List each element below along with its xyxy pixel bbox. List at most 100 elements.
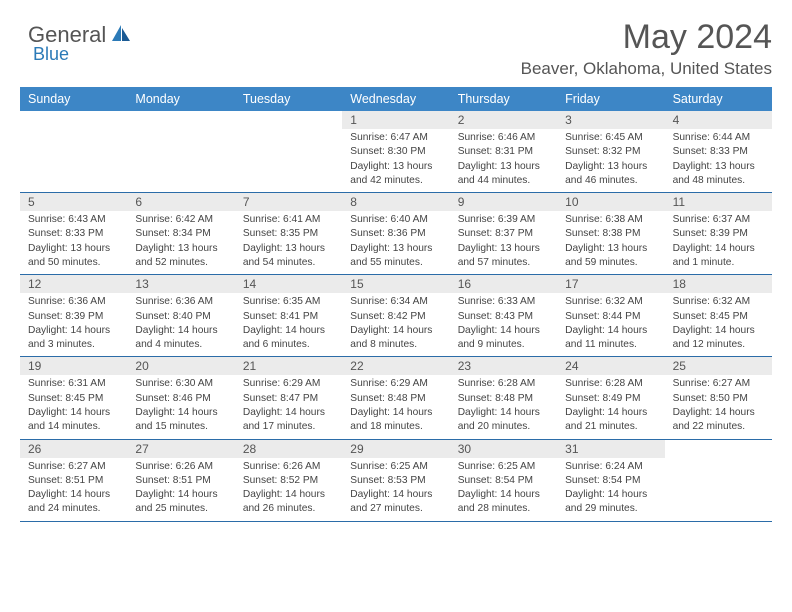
day-number: 15	[342, 275, 449, 293]
day-info: Sunrise: 6:39 AMSunset: 8:37 PMDaylight:…	[450, 213, 557, 270]
week-row: 5Sunrise: 6:43 AMSunset: 8:33 PMDaylight…	[20, 193, 772, 275]
day-number: 19	[20, 357, 127, 375]
day-cell: 9 Sunrise: 6:39 AMSunset: 8:37 PMDaylight…	[450, 193, 557, 274]
day-info: Sunrise: 6:34 AMSunset: 8:42 PMDaylight:…	[342, 295, 449, 352]
weekday-header-row: SundayMondayTuesdayWednesdayThursdayFrid…	[20, 87, 772, 111]
day-number: 9	[450, 193, 557, 211]
day-info: Sunrise: 6:42 AMSunset: 8:34 PMDaylight:…	[127, 213, 234, 270]
day-info: Sunrise: 6:27 AMSunset: 8:50 PMDaylight:…	[665, 377, 772, 434]
day-cell: 31Sunrise: 6:24 AMSunset: 8:54 PMDayligh…	[557, 440, 664, 521]
day-info: Sunrise: 6:32 AMSunset: 8:44 PMDaylight:…	[557, 295, 664, 352]
day-number: 23	[450, 357, 557, 375]
week-row: 19 Sunrise: 6:31 AMSunset: 8:45 PMDayligh…	[20, 357, 772, 439]
day-info: Sunrise: 6:26 AMSunset: 8:51 PMDaylight:…	[127, 460, 234, 517]
day-info: Sunrise: 6:44 AMSunset: 8:33 PMDaylight:…	[665, 131, 772, 188]
weekday-header-cell: Thursday	[450, 87, 557, 111]
day-info: Sunrise: 6:26 AMSunset: 8:52 PMDaylight:…	[235, 460, 342, 517]
day-cell: 24 Sunrise: 6:28 AMSunset: 8:49 PMDayligh…	[557, 357, 664, 438]
day-number: 24	[557, 357, 664, 375]
day-number: 21	[235, 357, 342, 375]
day-cell: 13 Sunrise: 6:36 AMSunset: 8:40 PMDayligh…	[127, 275, 234, 356]
day-number: 30	[450, 440, 557, 458]
day-number: 4	[665, 111, 772, 129]
day-cell: 26Sunrise: 6:27 AMSunset: 8:51 PMDayligh…	[20, 440, 127, 521]
week-row: 12 Sunrise: 6:36 AMSunset: 8:39 PMDayligh…	[20, 275, 772, 357]
day-info: Sunrise: 6:27 AMSunset: 8:51 PMDaylight:…	[20, 460, 127, 517]
day-cell: 8 Sunrise: 6:40 AMSunset: 8:36 PMDaylight…	[342, 193, 449, 274]
day-cell: 23 Sunrise: 6:28 AMSunset: 8:48 PMDayligh…	[450, 357, 557, 438]
day-cell: 27 Sunrise: 6:26 AMSunset: 8:51 PMDayligh…	[127, 440, 234, 521]
day-number: 18	[665, 275, 772, 293]
brand-bottom: Blue	[33, 44, 69, 65]
weekday-header-cell: Friday	[557, 87, 664, 111]
day-number: 10	[557, 193, 664, 211]
day-number: 12	[20, 275, 127, 293]
day-cell: 22 Sunrise: 6:29 AMSunset: 8:48 PMDayligh…	[342, 357, 449, 438]
day-number: 22	[342, 357, 449, 375]
day-number: 29	[342, 440, 449, 458]
weekday-header-cell: Sunday	[20, 87, 127, 111]
day-number: 3	[557, 111, 664, 129]
day-cell: 5Sunrise: 6:43 AMSunset: 8:33 PMDaylight…	[20, 193, 127, 274]
day-info: Sunrise: 6:32 AMSunset: 8:45 PMDaylight:…	[665, 295, 772, 352]
day-info: Sunrise: 6:24 AMSunset: 8:54 PMDaylight:…	[557, 460, 664, 517]
day-number: 25	[665, 357, 772, 375]
page: General Blue May 2024 Beaver, Oklahoma, …	[0, 0, 792, 540]
day-info: Sunrise: 6:35 AMSunset: 8:41 PMDaylight:…	[235, 295, 342, 352]
day-cell: 4 Sunrise: 6:44 AMSunset: 8:33 PMDaylight…	[665, 111, 772, 192]
day-info: Sunrise: 6:28 AMSunset: 8:48 PMDaylight:…	[450, 377, 557, 434]
day-cell: 14 Sunrise: 6:35 AMSunset: 8:41 PMDayligh…	[235, 275, 342, 356]
day-cell: 10Sunrise: 6:38 AMSunset: 8:38 PMDayligh…	[557, 193, 664, 274]
day-cell: 17Sunrise: 6:32 AMSunset: 8:44 PMDayligh…	[557, 275, 664, 356]
day-info: Sunrise: 6:46 AMSunset: 8:31 PMDaylight:…	[450, 131, 557, 188]
day-info: Sunrise: 6:33 AMSunset: 8:43 PMDaylight:…	[450, 295, 557, 352]
day-cell: 19 Sunrise: 6:31 AMSunset: 8:45 PMDayligh…	[20, 357, 127, 438]
day-cell: ..	[127, 111, 234, 192]
day-number: 28	[235, 440, 342, 458]
day-number: 11	[665, 193, 772, 211]
day-cell: 6 Sunrise: 6:42 AMSunset: 8:34 PMDaylight…	[127, 193, 234, 274]
calendar-grid: SundayMondayTuesdayWednesdayThursdayFrid…	[20, 87, 772, 522]
day-info: Sunrise: 6:31 AMSunset: 8:45 PMDaylight:…	[20, 377, 127, 434]
day-number: 16	[450, 275, 557, 293]
day-info: Sunrise: 6:36 AMSunset: 8:39 PMDaylight:…	[20, 295, 127, 352]
day-info: Sunrise: 6:41 AMSunset: 8:35 PMDaylight:…	[235, 213, 342, 270]
day-info: Sunrise: 6:25 AMSunset: 8:53 PMDaylight:…	[342, 460, 449, 517]
day-cell: 7Sunrise: 6:41 AMSunset: 8:35 PMDaylight…	[235, 193, 342, 274]
day-info: Sunrise: 6:30 AMSunset: 8:46 PMDaylight:…	[127, 377, 234, 434]
day-info: Sunrise: 6:29 AMSunset: 8:48 PMDaylight:…	[342, 377, 449, 434]
weeks-container: ......1Sunrise: 6:47 AMSunset: 8:30 PMDa…	[20, 111, 772, 522]
day-number: 2	[450, 111, 557, 129]
day-info: Sunrise: 6:25 AMSunset: 8:54 PMDaylight:…	[450, 460, 557, 517]
day-number: 13	[127, 275, 234, 293]
day-cell: 18 Sunrise: 6:32 AMSunset: 8:45 PMDayligh…	[665, 275, 772, 356]
weekday-header-cell: Saturday	[665, 87, 772, 111]
day-info: Sunrise: 6:36 AMSunset: 8:40 PMDaylight:…	[127, 295, 234, 352]
title-block: May 2024 Beaver, Oklahoma, United States	[20, 18, 772, 79]
weekday-header-cell: Monday	[127, 87, 234, 111]
day-number: 27	[127, 440, 234, 458]
day-number: 6	[127, 193, 234, 211]
day-cell: ..	[20, 111, 127, 192]
weekday-header-cell: Wednesday	[342, 87, 449, 111]
day-info: Sunrise: 6:40 AMSunset: 8:36 PMDaylight:…	[342, 213, 449, 270]
day-cell: 29 Sunrise: 6:25 AMSunset: 8:53 PMDayligh…	[342, 440, 449, 521]
day-cell: 28 Sunrise: 6:26 AMSunset: 8:52 PMDayligh…	[235, 440, 342, 521]
location-text: Beaver, Oklahoma, United States	[20, 59, 772, 79]
day-cell: 16 Sunrise: 6:33 AMSunset: 8:43 PMDayligh…	[450, 275, 557, 356]
day-cell: 25 Sunrise: 6:27 AMSunset: 8:50 PMDayligh…	[665, 357, 772, 438]
day-cell: 3Sunrise: 6:45 AMSunset: 8:32 PMDaylight…	[557, 111, 664, 192]
day-cell: 30 Sunrise: 6:25 AMSunset: 8:54 PMDayligh…	[450, 440, 557, 521]
day-number: 8	[342, 193, 449, 211]
day-cell: 11Sunrise: 6:37 AMSunset: 8:39 PMDayligh…	[665, 193, 772, 274]
day-cell: ..	[665, 440, 772, 521]
day-cell: 1 Sunrise: 6:47 AMSunset: 8:30 PMDaylight…	[342, 111, 449, 192]
day-number: 14	[235, 275, 342, 293]
day-cell: ..	[235, 111, 342, 192]
day-number: 1	[342, 111, 449, 129]
day-cell: 20Sunrise: 6:30 AMSunset: 8:46 PMDayligh…	[127, 357, 234, 438]
day-info: Sunrise: 6:28 AMSunset: 8:49 PMDaylight:…	[557, 377, 664, 434]
day-info: Sunrise: 6:47 AMSunset: 8:30 PMDaylight:…	[342, 131, 449, 188]
sail-icon	[110, 23, 132, 48]
day-info: Sunrise: 6:43 AMSunset: 8:33 PMDaylight:…	[20, 213, 127, 270]
